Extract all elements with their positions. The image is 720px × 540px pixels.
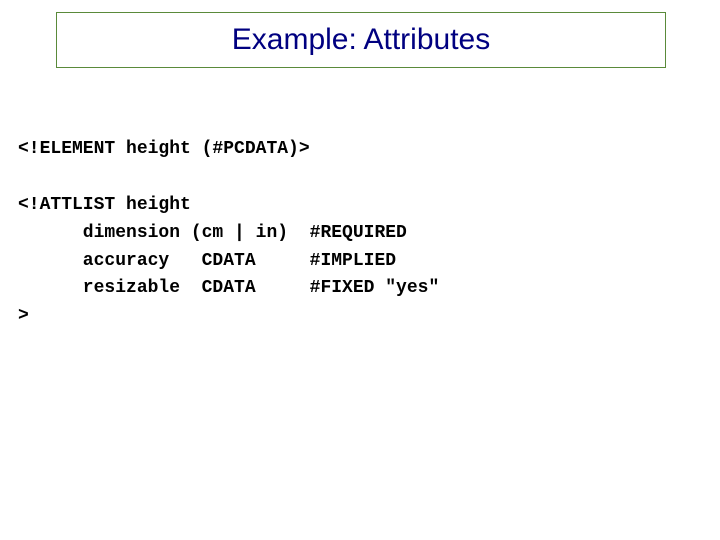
- code-line: >: [18, 306, 29, 326]
- slide-title: Example: Attributes: [232, 23, 490, 57]
- code-line: resizable CDATA #FIXED "yes": [18, 278, 439, 298]
- code-line: <!ELEMENT height (#PCDATA)>: [18, 139, 310, 159]
- code-line: dimension (cm | in) #REQUIRED: [18, 223, 407, 243]
- code-snippet: <!ELEMENT height (#PCDATA)> <!ATTLIST he…: [18, 136, 439, 331]
- code-line: <!ATTLIST height: [18, 195, 191, 215]
- code-line: accuracy CDATA #IMPLIED: [18, 251, 396, 271]
- title-container: Example: Attributes: [56, 12, 666, 68]
